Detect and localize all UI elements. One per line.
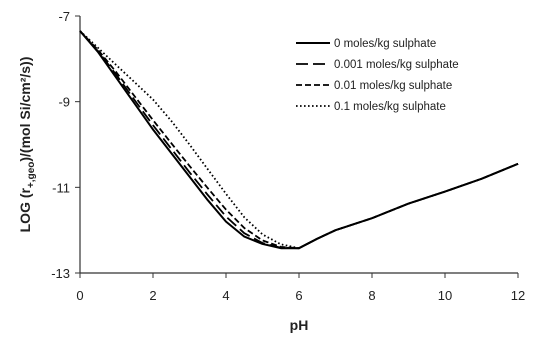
- y-axis-label-rest: )/(mol Si/cm²/s)): [17, 57, 33, 162]
- y-tick-label: -11: [52, 180, 70, 195]
- y-tick-label: -9: [58, 95, 70, 110]
- y-tick-label: -13: [51, 266, 70, 281]
- x-tick-label: 6: [295, 288, 302, 303]
- x-tick-label: 4: [222, 288, 229, 303]
- ticks: 0 2 4 6 8 10 12 -7 -9 -11 -13: [51, 9, 525, 303]
- x-tick-label: 8: [368, 288, 375, 303]
- y-axis-label-subscript: +,geo: [26, 162, 37, 188]
- legend-label: 0 moles/kg sulphate: [334, 38, 436, 50]
- y-axis-label-main: LOG (r: [17, 188, 33, 233]
- series-group: [79, 30, 519, 250]
- y-axis-label: LOG (r+,geo)/(mol Si/cm²/s)): [17, 57, 37, 233]
- x-axis-label: pH: [290, 317, 309, 333]
- series-line-4: [79, 30, 519, 250]
- y-tick-label: -7: [58, 9, 70, 24]
- x-tick-label: 10: [438, 288, 452, 303]
- legend-label: 0.001 moles/kg sulphate: [334, 59, 459, 71]
- x-tick-label: 2: [149, 288, 156, 303]
- x-tick-label: 12: [511, 288, 525, 303]
- axes: [79, 16, 518, 274]
- x-tick-label: 0: [76, 288, 83, 303]
- legend-label: 0.1 moles/kg sulphate: [334, 101, 446, 113]
- legend: 0 moles/kg sulphate 0.001 moles/kg sulpha…: [296, 38, 459, 113]
- legend-label: 0.01 moles/kg sulphate: [334, 80, 452, 92]
